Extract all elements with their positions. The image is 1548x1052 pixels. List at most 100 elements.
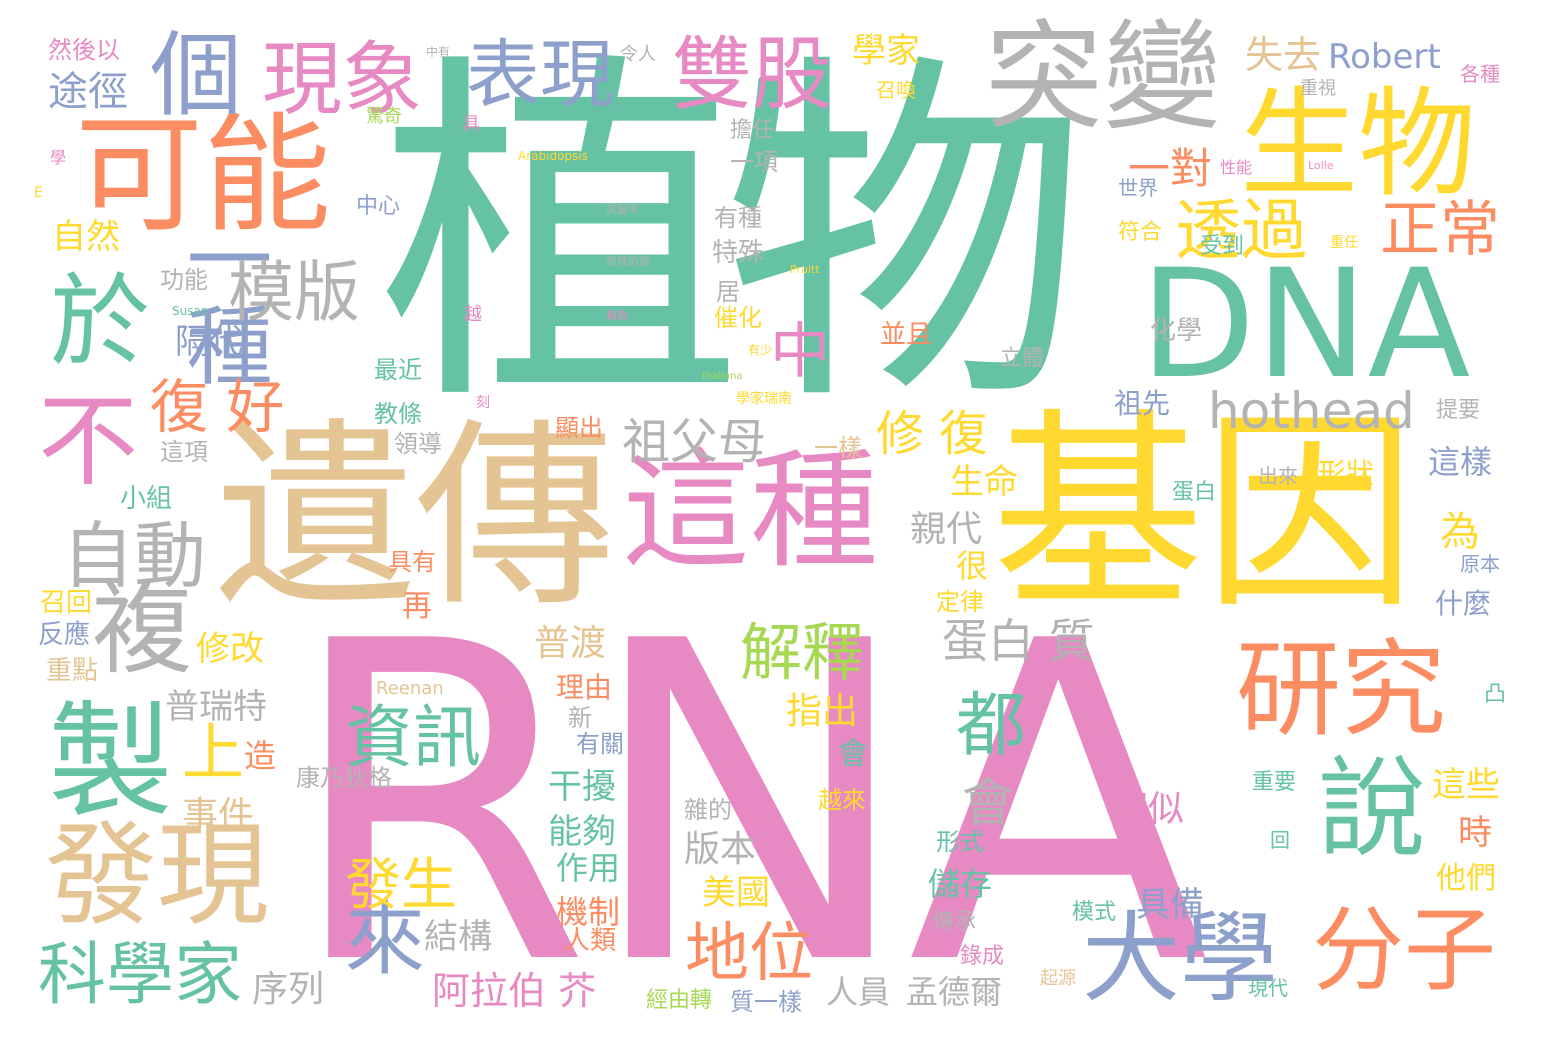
word: 越 xyxy=(464,304,482,325)
word: 自動 xyxy=(62,514,207,598)
word: 發生 xyxy=(345,853,457,918)
word: 居 xyxy=(716,278,740,306)
word: 研究 xyxy=(1236,629,1447,751)
word: 說 xyxy=(1318,747,1427,872)
word: 傳承 xyxy=(932,910,977,935)
word: 再 xyxy=(402,589,432,624)
word: 個 xyxy=(150,22,243,129)
word: 提要 xyxy=(1436,398,1481,423)
word: 隔代 xyxy=(175,322,243,362)
word: 相似 xyxy=(1112,789,1185,830)
word: 質一樣 xyxy=(730,988,802,1016)
word: 他們 xyxy=(1436,861,1496,896)
word: 新 xyxy=(568,704,592,732)
word: 學家瑞南 xyxy=(736,391,792,407)
word: 出來 xyxy=(1258,464,1298,488)
word: 表現 xyxy=(466,32,614,118)
word: 植物 xyxy=(378,25,1088,450)
word: 科學家 xyxy=(38,936,243,1015)
word: 一對 xyxy=(1128,144,1213,193)
word: 並且 xyxy=(880,320,933,350)
word: 世界 xyxy=(1118,176,1158,200)
word: 結構 xyxy=(424,917,492,957)
word: 立體 xyxy=(1000,346,1045,371)
word: 不 xyxy=(38,383,138,500)
word: 修 復 xyxy=(876,406,988,462)
word: 修改 xyxy=(196,629,264,669)
word: 回 xyxy=(1270,828,1290,852)
word: 奇怪的是 xyxy=(606,255,650,268)
word: 重點 xyxy=(46,656,99,686)
word: 學家 xyxy=(852,31,920,71)
word: 形式 xyxy=(936,828,984,856)
word: 複 xyxy=(92,571,192,688)
word: 普渡 xyxy=(534,623,607,664)
word: 刻 xyxy=(476,395,490,411)
word: 重任 xyxy=(1330,235,1358,251)
word: 可能 xyxy=(75,101,332,250)
word: Lolle xyxy=(1308,159,1334,172)
word: 現代 xyxy=(1248,976,1288,1000)
word: E xyxy=(34,185,43,201)
word: 形狀 xyxy=(1318,457,1375,490)
word: 很 xyxy=(956,547,989,585)
word: 解釋 xyxy=(740,616,865,689)
word: 最近 xyxy=(374,356,422,384)
word: Susan xyxy=(172,304,209,318)
word: 復 好 xyxy=(150,373,285,441)
word: 人員 xyxy=(826,973,891,1011)
word: 一樣 xyxy=(814,434,862,462)
word: 這樣 xyxy=(1428,443,1493,481)
word: 孟德爾 xyxy=(906,973,1003,1011)
word: 自然 xyxy=(52,217,120,257)
word: 透過 xyxy=(1175,192,1307,269)
word: 越來 xyxy=(818,786,866,814)
word: 突變率 xyxy=(606,203,639,216)
word: 理由 xyxy=(556,671,613,704)
word: 遺傳 xyxy=(215,401,616,634)
word: 現象 xyxy=(262,33,422,126)
word: 生物 xyxy=(1240,75,1477,213)
word: 定律 xyxy=(936,588,984,616)
word: DNA xyxy=(1140,238,1471,412)
word: 具有 xyxy=(388,548,436,576)
word: 化學 xyxy=(1150,316,1203,346)
word: 教條 xyxy=(374,400,422,428)
word: 模式 xyxy=(1072,900,1117,925)
word: 重視 xyxy=(1300,78,1336,99)
word: 雜的 xyxy=(684,796,732,824)
word: 顯出 xyxy=(555,414,603,442)
word: 祖先 xyxy=(1114,387,1171,420)
word: 會 xyxy=(962,774,1015,834)
word: 具備 xyxy=(1136,885,1204,925)
word: 地位 xyxy=(685,917,813,991)
word: 一項 xyxy=(730,148,778,176)
word: 小組 xyxy=(120,484,173,514)
word: 特殊 xyxy=(712,238,765,268)
word: 基因 xyxy=(992,390,1416,637)
word: Pruitt xyxy=(790,263,820,276)
word: 蛋白 質 xyxy=(942,614,1095,668)
word: 途徑 xyxy=(48,69,128,115)
word: 會 xyxy=(838,737,868,772)
word: RNA xyxy=(285,549,1209,1052)
word: 指出 xyxy=(786,691,859,732)
word: 失去 xyxy=(1245,33,1322,77)
word: 反應 xyxy=(38,620,91,650)
word: 製 xyxy=(48,690,173,835)
word: 這些 xyxy=(1432,765,1500,805)
word: 模版 xyxy=(228,254,360,331)
word: 來 xyxy=(345,893,425,986)
word: 版本 xyxy=(684,829,757,870)
word: 一種 xyxy=(171,215,271,387)
word: 阿拉伯 芥 xyxy=(432,969,597,1013)
word: 催化 xyxy=(714,304,762,332)
word: 都 xyxy=(956,684,1026,766)
word: 康乃狄格 xyxy=(296,764,392,792)
word: 發現 xyxy=(45,811,269,941)
word: Reenan xyxy=(376,678,444,699)
word: 具 xyxy=(462,114,480,135)
word: 中有 xyxy=(426,45,451,59)
word: 重要 xyxy=(1252,770,1297,795)
word: 然後以 xyxy=(48,36,120,64)
